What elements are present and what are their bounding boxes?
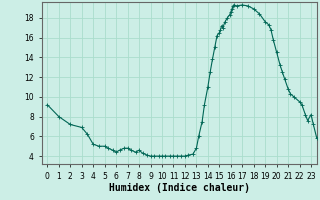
X-axis label: Humidex (Indice chaleur): Humidex (Indice chaleur) [109, 183, 250, 193]
